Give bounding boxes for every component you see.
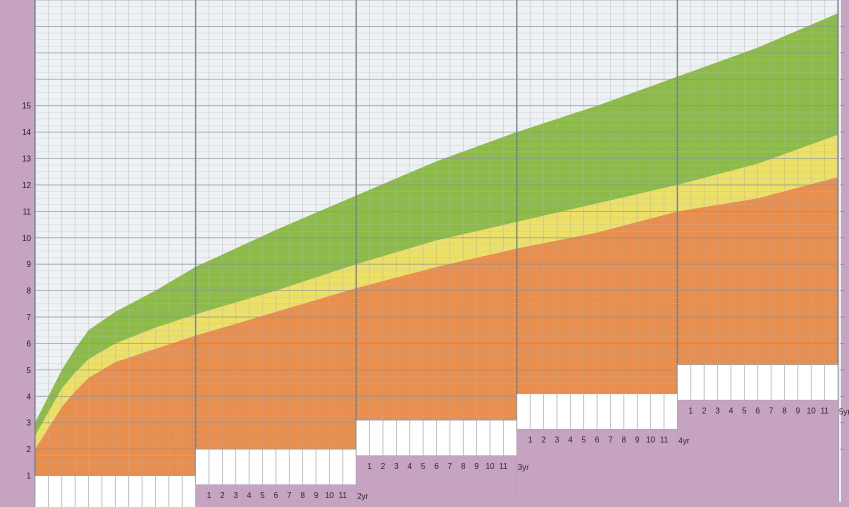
y-tick-7: 7: [27, 313, 32, 322]
month-label: 11: [499, 462, 508, 471]
y-tick-3: 3: [27, 419, 32, 428]
y-tick-9: 9: [27, 260, 32, 269]
month-label: 4: [408, 462, 413, 471]
month-label: 2: [541, 435, 546, 444]
month-label: 7: [608, 435, 613, 444]
month-label: 4: [568, 435, 573, 444]
month-label: 9: [474, 462, 479, 471]
year-label-3yr: 3yr: [518, 463, 529, 472]
month-label: 7: [448, 462, 453, 471]
month-label: 8: [622, 435, 627, 444]
month-label: 4: [729, 406, 734, 415]
month-label: 6: [434, 462, 439, 471]
below-block-4yr: [516, 429, 678, 507]
month-label: 11: [660, 435, 669, 444]
y-tick-12: 12: [22, 181, 31, 190]
below-block-3yr: [356, 455, 517, 507]
month-label: 9: [635, 435, 640, 444]
y-tick-2: 2: [27, 445, 32, 454]
month-label: 4: [247, 491, 252, 500]
month-label: 2: [381, 462, 386, 471]
year-step-blocks: [34, 364, 839, 507]
month-label: 7: [769, 406, 774, 415]
month-label: 11: [820, 406, 829, 415]
month-label: 6: [595, 435, 600, 444]
y-tick-11: 11: [23, 207, 32, 216]
grid-lines: [34, 0, 839, 503]
month-label: 2: [220, 491, 225, 500]
month-label: 10: [486, 462, 495, 471]
year-label-5yr: 5yr: [839, 407, 849, 416]
month-tick-labels: 12345678910111yr12345678910112yr12345678…: [207, 406, 849, 501]
month-label: 1: [689, 406, 694, 415]
y-tick-8: 8: [27, 287, 32, 296]
month-label: 7: [287, 491, 292, 500]
month-label: 9: [314, 491, 319, 500]
year-label-2yr: 2yr: [357, 492, 368, 501]
y-tick-1: 1: [27, 472, 32, 481]
below-block-2yr: [195, 484, 357, 507]
right-axis-ticks: [840, 26, 844, 450]
y-tick-14: 14: [22, 128, 31, 137]
month-label: 8: [300, 491, 305, 500]
y-tick-10: 10: [22, 234, 31, 243]
month-label: 1: [207, 491, 212, 500]
month-label: 3: [394, 462, 399, 471]
month-label: 8: [782, 406, 787, 415]
month-label: 3: [555, 435, 560, 444]
month-label: 1: [367, 462, 372, 471]
month-label: 3: [715, 406, 720, 415]
month-label: 8: [461, 462, 466, 471]
year-label-4yr: 4yr: [678, 436, 689, 445]
month-label: 5: [742, 406, 747, 415]
month-label: 10: [807, 406, 816, 415]
y-tick-5: 5: [27, 366, 32, 375]
month-label: 2: [702, 406, 707, 415]
below-block-5yr: [677, 400, 838, 507]
y-tick-4: 4: [27, 392, 32, 401]
y-tick-15: 15: [22, 102, 31, 111]
y-tick-13: 13: [22, 155, 31, 164]
month-label: 5: [260, 491, 265, 500]
month-label: 5: [421, 462, 426, 471]
month-label: 10: [325, 491, 334, 500]
month-label: 1: [528, 435, 533, 444]
month-label: 6: [274, 491, 279, 500]
month-label: 5: [581, 435, 586, 444]
month-label: 9: [796, 406, 801, 415]
month-label: 3: [234, 491, 239, 500]
month-label: 11: [339, 491, 348, 500]
month-label: 10: [646, 435, 655, 444]
y-tick-6: 6: [27, 339, 32, 348]
month-label: 6: [755, 406, 760, 415]
